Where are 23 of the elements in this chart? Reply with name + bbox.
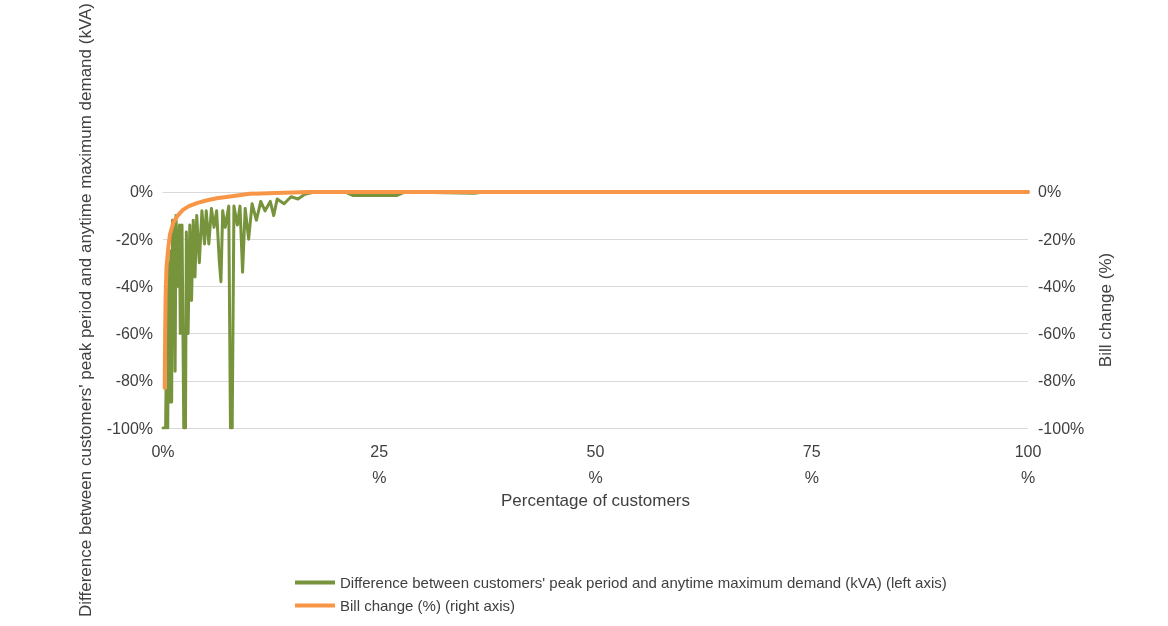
x-tick-label: 50 % [586,442,605,486]
x-tick-label: 0% [151,442,175,460]
y2-tick-label: -20% [1038,230,1076,248]
y2-axis-title: Bill change (%) [1095,252,1115,368]
line-series [162,189,1030,390]
y2-tick-label: -60% [1038,325,1076,343]
y2-tick-label: 0% [1038,183,1062,201]
y2-tick-label: -100% [1038,419,1085,437]
y2-tick-label: -40% [1038,277,1076,295]
y-tick-label: -60% [115,325,153,343]
y-axis-title: Difference between customers' peak period and anytime maximum demand (kVA) [76,3,96,617]
y-tick-label: 0% [129,183,153,201]
legend-label: Bill change (%) (right axis) [340,597,516,614]
y-tick-label: -40% [115,277,153,295]
y-tick-label: -80% [115,372,153,390]
y-tick-label: -100% [106,419,153,437]
y-tick-label: -20% [115,230,153,248]
x-tick-label: 25 % [370,442,389,486]
y2-tick-label: -80% [1038,372,1076,390]
legend-label: Difference between customers' peak period and anytime maximum demand (kVA) (left axis) [340,574,947,591]
x-tick-label: 75 % [802,442,821,486]
x-tick-label: 100 % [1014,442,1042,486]
x-axis-title: Percentage of customers [501,491,690,511]
